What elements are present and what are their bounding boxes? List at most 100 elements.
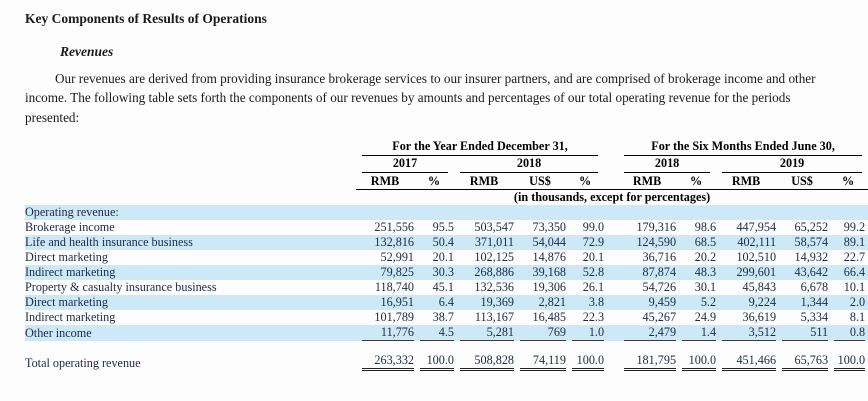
revenue-table-body: Operating revenue: Brokerage income 251,55… bbox=[25, 205, 868, 372]
column-header: % bbox=[414, 173, 454, 191]
value-cell: 100.0 bbox=[676, 353, 717, 372]
group-header-year: For the Year Ended December 31, bbox=[356, 139, 604, 157]
row-label: Total operating revenue bbox=[25, 356, 141, 371]
value-cell: 5,281 bbox=[454, 325, 514, 342]
value-cell: 22.3 bbox=[582, 310, 605, 325]
group-header-sixmonths: For the Six Months Ended June 30, bbox=[618, 139, 868, 157]
empty-cell bbox=[25, 190, 356, 206]
table-row: Other income 11,776 4.5 5,281 769 1.0 2,479 1.4… bbox=[25, 325, 868, 342]
table-row: Brokerage income 251,556 95.5 503,547 73,350… bbox=[25, 220, 868, 235]
value-cell: 6.4 bbox=[438, 295, 454, 310]
column-gap bbox=[604, 173, 619, 191]
value-cell: 101,789 bbox=[374, 310, 414, 325]
value-cell: 124,590 bbox=[636, 235, 677, 250]
value-cell: 6,678 bbox=[800, 280, 829, 295]
value-cell bbox=[676, 205, 716, 220]
value-cell: 9,224 bbox=[748, 295, 777, 310]
value-cell: 20.1 bbox=[582, 250, 605, 265]
column-gap bbox=[604, 265, 618, 280]
value-cell: 14,876 bbox=[532, 250, 566, 265]
value-cell: 65,763 bbox=[776, 353, 829, 372]
value-cell: 54,044 bbox=[532, 235, 566, 250]
value-cell: 79,825 bbox=[380, 265, 414, 280]
value-cell: 16,951 bbox=[380, 295, 414, 310]
year-header-2017: 2017 bbox=[356, 156, 454, 174]
value-cell: 2,821 bbox=[538, 295, 566, 310]
value-cell: 0.8 bbox=[828, 325, 868, 342]
value-cell: 30.3 bbox=[432, 265, 454, 280]
value-cell: 73,350 bbox=[532, 220, 566, 235]
column-header: RMB bbox=[454, 173, 514, 191]
table-row: Indirect marketing 101,789 38.7 113,167 16,4… bbox=[25, 310, 868, 325]
year-header-2019: 2019 bbox=[716, 156, 868, 174]
value-cell: 98.6 bbox=[694, 220, 717, 235]
year-header-2018-interim: 2018 bbox=[618, 156, 716, 174]
value-cell: 45.1 bbox=[432, 280, 454, 295]
value-cell: 48.3 bbox=[694, 265, 717, 280]
value-cell: 4.5 bbox=[414, 325, 454, 342]
value-cell: 102,125 bbox=[474, 250, 514, 265]
value-cell: 19,369 bbox=[480, 295, 514, 310]
value-cell: 132,536 bbox=[474, 280, 514, 295]
value-cell: 66.4 bbox=[843, 265, 866, 280]
value-cell: 11,776 bbox=[356, 325, 414, 342]
value-cell bbox=[618, 205, 676, 220]
value-cell: 503,547 bbox=[474, 220, 514, 235]
value-cell bbox=[828, 205, 868, 220]
row-label: Life and health insurance business bbox=[25, 235, 193, 250]
column-header: RMB bbox=[356, 173, 414, 191]
value-cell: 8.1 bbox=[849, 310, 866, 325]
table-row: Life and health insurance business 132,81… bbox=[25, 235, 868, 251]
value-cell: 9,459 bbox=[648, 295, 677, 310]
value-cell bbox=[514, 205, 566, 220]
value-cell: 26.1 bbox=[582, 280, 605, 295]
value-cell: 65,252 bbox=[794, 220, 829, 235]
value-cell: 22.7 bbox=[843, 250, 866, 265]
table-row: Indirect marketing 79,825 30.3 268,886 39,16… bbox=[25, 265, 868, 281]
group-header-label: For the Six Months Ended June 30, bbox=[624, 139, 863, 157]
row-label: Direct marketing bbox=[25, 250, 108, 265]
value-cell: 769 bbox=[514, 325, 566, 342]
value-cell bbox=[566, 205, 604, 220]
column-header: US$ bbox=[776, 173, 829, 191]
table-row: Property & casualty insurance business 11… bbox=[25, 280, 868, 295]
value-cell bbox=[454, 205, 514, 220]
value-cell: 72.9 bbox=[582, 235, 605, 250]
value-cell: 52.8 bbox=[582, 265, 605, 280]
value-cell: 99.0 bbox=[582, 220, 605, 235]
column-header: % bbox=[828, 173, 868, 191]
value-cell: 52,991 bbox=[380, 250, 414, 265]
column-gap bbox=[604, 325, 618, 341]
empty-cell bbox=[25, 139, 356, 156]
table-row: Operating revenue: bbox=[25, 205, 868, 221]
value-cell: 251,556 bbox=[374, 220, 414, 235]
column-header: US$ bbox=[514, 173, 566, 191]
value-cell: 58,574 bbox=[794, 235, 829, 250]
value-cell: 299,601 bbox=[736, 265, 777, 280]
column-gap bbox=[604, 235, 618, 250]
value-cell: 118,740 bbox=[374, 280, 414, 295]
intro-paragraph: Our revenues are derived from providing … bbox=[25, 71, 816, 125]
value-cell bbox=[356, 205, 414, 220]
column-gap bbox=[604, 139, 618, 156]
column-gap bbox=[604, 205, 618, 220]
column-gap bbox=[604, 295, 618, 310]
value-cell: 39,168 bbox=[532, 265, 566, 280]
value-cell: 45,843 bbox=[742, 280, 777, 295]
value-cell: 3.8 bbox=[588, 295, 605, 310]
value-cell: 2,479 bbox=[618, 325, 677, 342]
currency-header-row: RMB % RMB US$ % RMB % RMB US$ % bbox=[25, 173, 868, 191]
units-row: (in thousands, except for percentages) bbox=[25, 190, 868, 206]
value-cell: 36,716 bbox=[642, 250, 677, 265]
row-label: Operating revenue: bbox=[25, 205, 119, 220]
value-cell bbox=[716, 205, 776, 220]
value-cell: 30.1 bbox=[694, 280, 717, 295]
value-cell: 100.0 bbox=[566, 353, 605, 372]
value-cell: 43,642 bbox=[794, 265, 829, 280]
value-cell: 20.1 bbox=[432, 250, 454, 265]
column-gap bbox=[604, 220, 618, 235]
value-cell: 36,619 bbox=[742, 310, 777, 325]
year-row: 2017 2018 2018 2019 bbox=[25, 156, 868, 174]
value-cell: 20.2 bbox=[694, 250, 717, 265]
value-cell: 89.1 bbox=[843, 235, 866, 250]
